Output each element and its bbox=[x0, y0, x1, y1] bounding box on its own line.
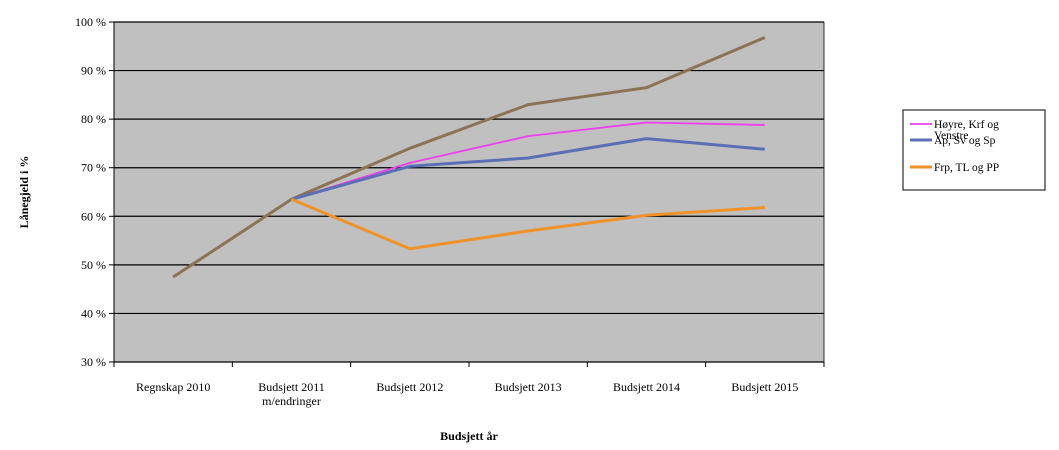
legend-label: Høyre, Krf og Venstre bbox=[934, 119, 999, 142]
y-tick-label: 50 % bbox=[81, 258, 106, 272]
y-axis-ticks: 30 % 40 % 50 % 60 % 70 % 80 % 90 % 100 % bbox=[75, 15, 114, 369]
x-tick-label: Budsjett 2014 bbox=[613, 380, 680, 394]
x-tick-label: Budsjett 2011 m/endringer bbox=[258, 380, 325, 408]
x-tick-label: Budsjett 2012 bbox=[376, 380, 443, 394]
y-tick-label: 60 % bbox=[81, 209, 106, 223]
x-tick-label: Budsjett 2013 bbox=[495, 380, 562, 394]
x-tick-label: Regnskap 2010 bbox=[136, 380, 210, 394]
x-axis-ticks: Regnskap 2010 Budsjett 2011 m/endringer Bud… bbox=[113, 362, 825, 408]
y-tick-label: 30 % bbox=[81, 355, 106, 369]
y-tick-label: 80 % bbox=[81, 112, 106, 126]
y-tick-label: 90 % bbox=[81, 64, 106, 78]
x-tick-label: Budsjett 2015 bbox=[731, 380, 798, 394]
series-line bbox=[291, 121, 765, 201]
x-axis-title: Budsjett år bbox=[440, 429, 498, 443]
y-tick-label: 40 % bbox=[81, 306, 106, 320]
series-line bbox=[291, 137, 765, 201]
series-lines bbox=[172, 36, 766, 279]
series-line bbox=[290, 197, 765, 251]
legend-label: Ap, Sv og Sp bbox=[934, 135, 996, 147]
y-axis-title: Lånegjeld i % bbox=[17, 156, 31, 229]
gridlines bbox=[114, 21, 824, 363]
y-tick-label: 70 % bbox=[81, 161, 106, 175]
y-tick-label: 100 % bbox=[75, 15, 106, 29]
series-line bbox=[172, 36, 766, 279]
legend-label: Frp, TL og PP bbox=[934, 162, 999, 174]
plot-area bbox=[114, 22, 824, 362]
